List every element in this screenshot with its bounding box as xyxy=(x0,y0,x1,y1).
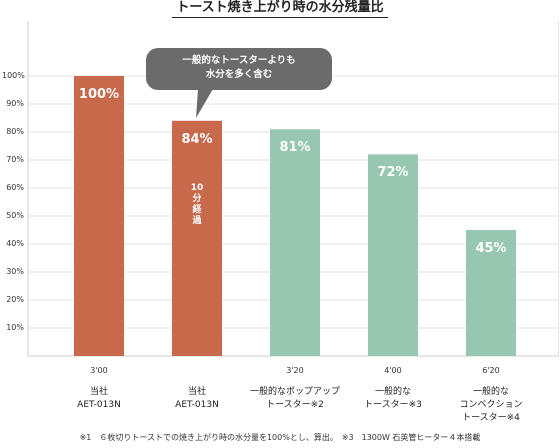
callout-line-1: 一般的なトースターよりも xyxy=(182,55,296,66)
y-tick-label: 80% xyxy=(6,127,24,136)
bar xyxy=(270,129,320,356)
y-tick-label: 90% xyxy=(6,99,24,108)
bar xyxy=(466,230,516,356)
bar xyxy=(172,120,222,356)
bar-value-label: 72% xyxy=(377,165,409,181)
y-tick-label: 50% xyxy=(6,211,24,220)
chart-footnote: ※1 ６枚切りトーストでの焼き上がり時の水分量を100%とし、算出。 ※3 13… xyxy=(79,433,481,442)
chart-title: トースト焼き上がり時の水分残量比 xyxy=(0,0,560,18)
category-label: 一般的な コンベクション トースター※4 xyxy=(459,387,523,423)
y-tick-label: 70% xyxy=(6,155,24,164)
bar-value-label: 84% xyxy=(181,131,213,147)
y-tick-label: 100% xyxy=(2,71,25,80)
category-label: 一般的な トースター※3 xyxy=(364,387,422,410)
callout-pointer xyxy=(196,89,213,118)
callout-bubble xyxy=(146,48,332,90)
bar xyxy=(74,76,124,356)
chart-title-text: トースト焼き上がり時の水分残量比 xyxy=(172,0,388,18)
bar-value-label: 45% xyxy=(475,241,507,256)
y-tick-label: 60% xyxy=(6,183,24,192)
bar-note-vertical: 10 分経過 xyxy=(190,183,204,226)
y-tick-label: 30% xyxy=(6,267,24,276)
category-label: 当社 AET-013N xyxy=(175,387,219,410)
bar-value-label: 100% xyxy=(78,87,120,102)
y-tick-label: 10% xyxy=(6,323,24,332)
callout-text: 一般的なトースターよりも 水分を多く含む xyxy=(150,54,328,82)
category-label: 一般的なポップアップ トースター※2 xyxy=(249,387,340,410)
callout-line-2: 水分を多く含む xyxy=(205,69,273,80)
bar-time-label: 4'00 xyxy=(384,366,402,375)
bar-time-label: 3'20 xyxy=(286,366,304,375)
bar-time-label: 6'20 xyxy=(482,366,500,375)
y-tick-label: 20% xyxy=(6,295,24,304)
y-tick-label: 40% xyxy=(6,239,24,248)
category-label: 当社 AET-013N xyxy=(77,387,121,410)
bar-value-label: 81% xyxy=(279,140,311,156)
bar-time-label: 3'00 xyxy=(90,366,108,375)
bar xyxy=(368,154,418,356)
